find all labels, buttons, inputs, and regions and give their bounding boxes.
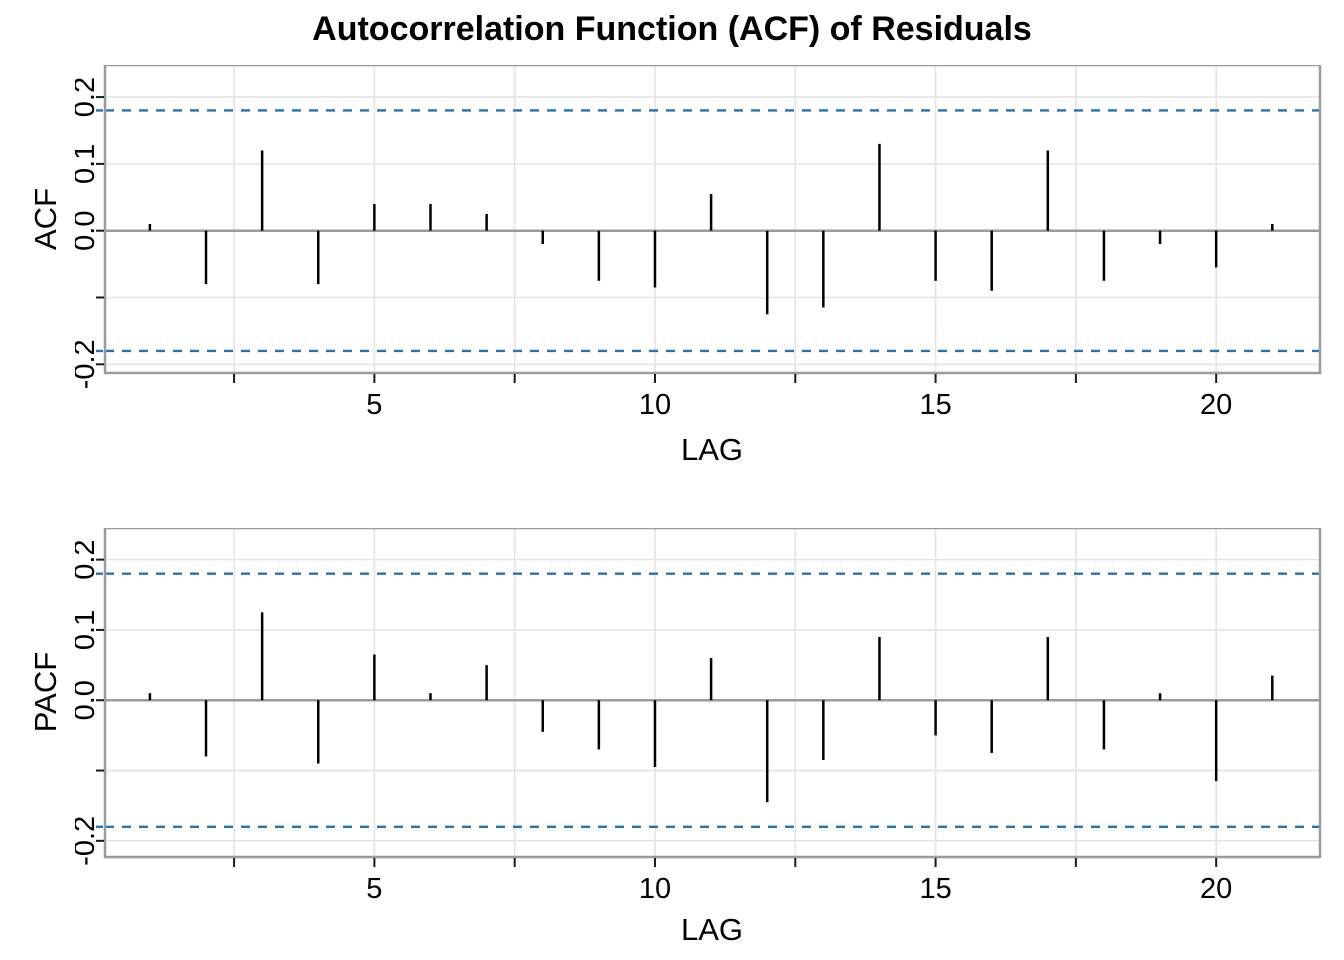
acf-y-tick-label: 0.2: [75, 77, 101, 117]
acf-y-axis-title: ACF: [28, 188, 63, 250]
acf-plot-area: 0.2 0.1 0.0 -0.2 5 10 15 20: [75, 65, 1322, 421]
acf-panel-border: [103, 65, 1322, 375]
acf-y-tick-label: 0.1: [75, 144, 101, 184]
acf-x-axis-title: LAG: [680, 432, 744, 467]
acf-x-tick-label: 15: [919, 389, 951, 421]
pacf-x-tick-label: 5: [366, 873, 382, 905]
pacf-panel-background: [105, 528, 1320, 857]
acf-x-tick-label: 20: [1200, 389, 1232, 421]
pacf-x-tick-label: 20: [1200, 873, 1232, 905]
acf-y-tick-label: -0.2: [75, 339, 101, 389]
acf-x-tick-label: 5: [366, 389, 382, 421]
pacf-x-tick-label: 15: [919, 873, 951, 905]
pacf-x-axis-title: LAG: [680, 912, 744, 947]
pacf-panel-border: [103, 528, 1322, 859]
pacf-y-axis-title: PACF: [28, 651, 63, 733]
pacf-y-tick-label: 0.1: [75, 610, 101, 650]
acf-x-tick-label: 10: [639, 389, 671, 421]
acf-y-tick-label: 0.0: [75, 211, 101, 251]
acf-panel-background: [105, 65, 1320, 373]
pacf-x-tick-label: 10: [639, 873, 671, 905]
pacf-y-tick-label: -0.2: [75, 816, 101, 866]
chart-title: Autocorrelation Function (ACF) of Residu…: [312, 10, 1032, 48]
pacf-y-tick-label: 0.2: [75, 539, 101, 579]
pacf-plot-area: 0.2 0.1 0.0 -0.2 5 10 15 20: [75, 528, 1322, 905]
pacf-y-tick-label: 0.0: [75, 680, 101, 720]
